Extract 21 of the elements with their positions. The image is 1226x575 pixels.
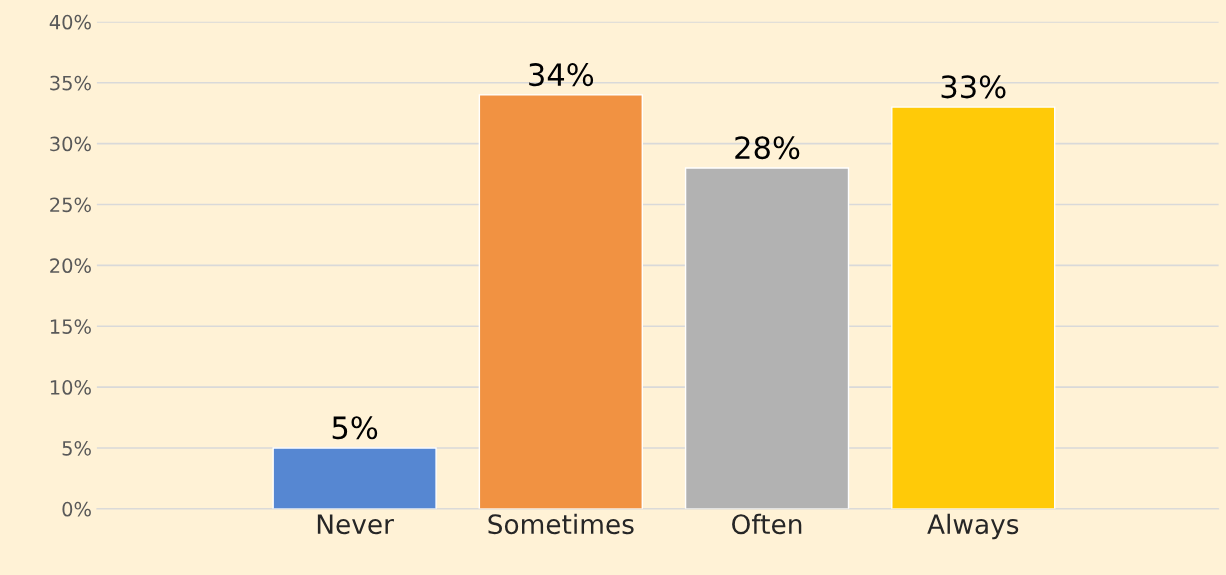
bar bbox=[272, 447, 437, 509]
y-tick-label: 20% bbox=[50, 258, 91, 274]
data-label: 34% bbox=[529, 63, 594, 87]
y-tick-label: 30% bbox=[50, 136, 91, 152]
y-tick-label: 15% bbox=[50, 319, 91, 334]
x-tick-label: Always bbox=[927, 513, 1019, 540]
y-tick-label: 40% bbox=[49, 14, 91, 30]
data-label: 33% bbox=[941, 75, 1006, 99]
y-tick-label: 25% bbox=[50, 197, 91, 213]
y-tick-label: 5% bbox=[62, 440, 91, 456]
y-tick-label: 35% bbox=[50, 75, 91, 91]
y-tick-label: 0% bbox=[62, 501, 91, 517]
bar bbox=[684, 167, 850, 509]
x-tick-label: Sometimes bbox=[488, 513, 634, 535]
data-label: 5% bbox=[332, 416, 378, 440]
y-tick-label: 10% bbox=[50, 380, 91, 395]
bar bbox=[891, 106, 1056, 509]
bar bbox=[478, 94, 643, 509]
x-tick-label: Never bbox=[317, 514, 394, 535]
x-tick-label: Often bbox=[732, 513, 802, 535]
data-label: 28% bbox=[735, 136, 800, 160]
